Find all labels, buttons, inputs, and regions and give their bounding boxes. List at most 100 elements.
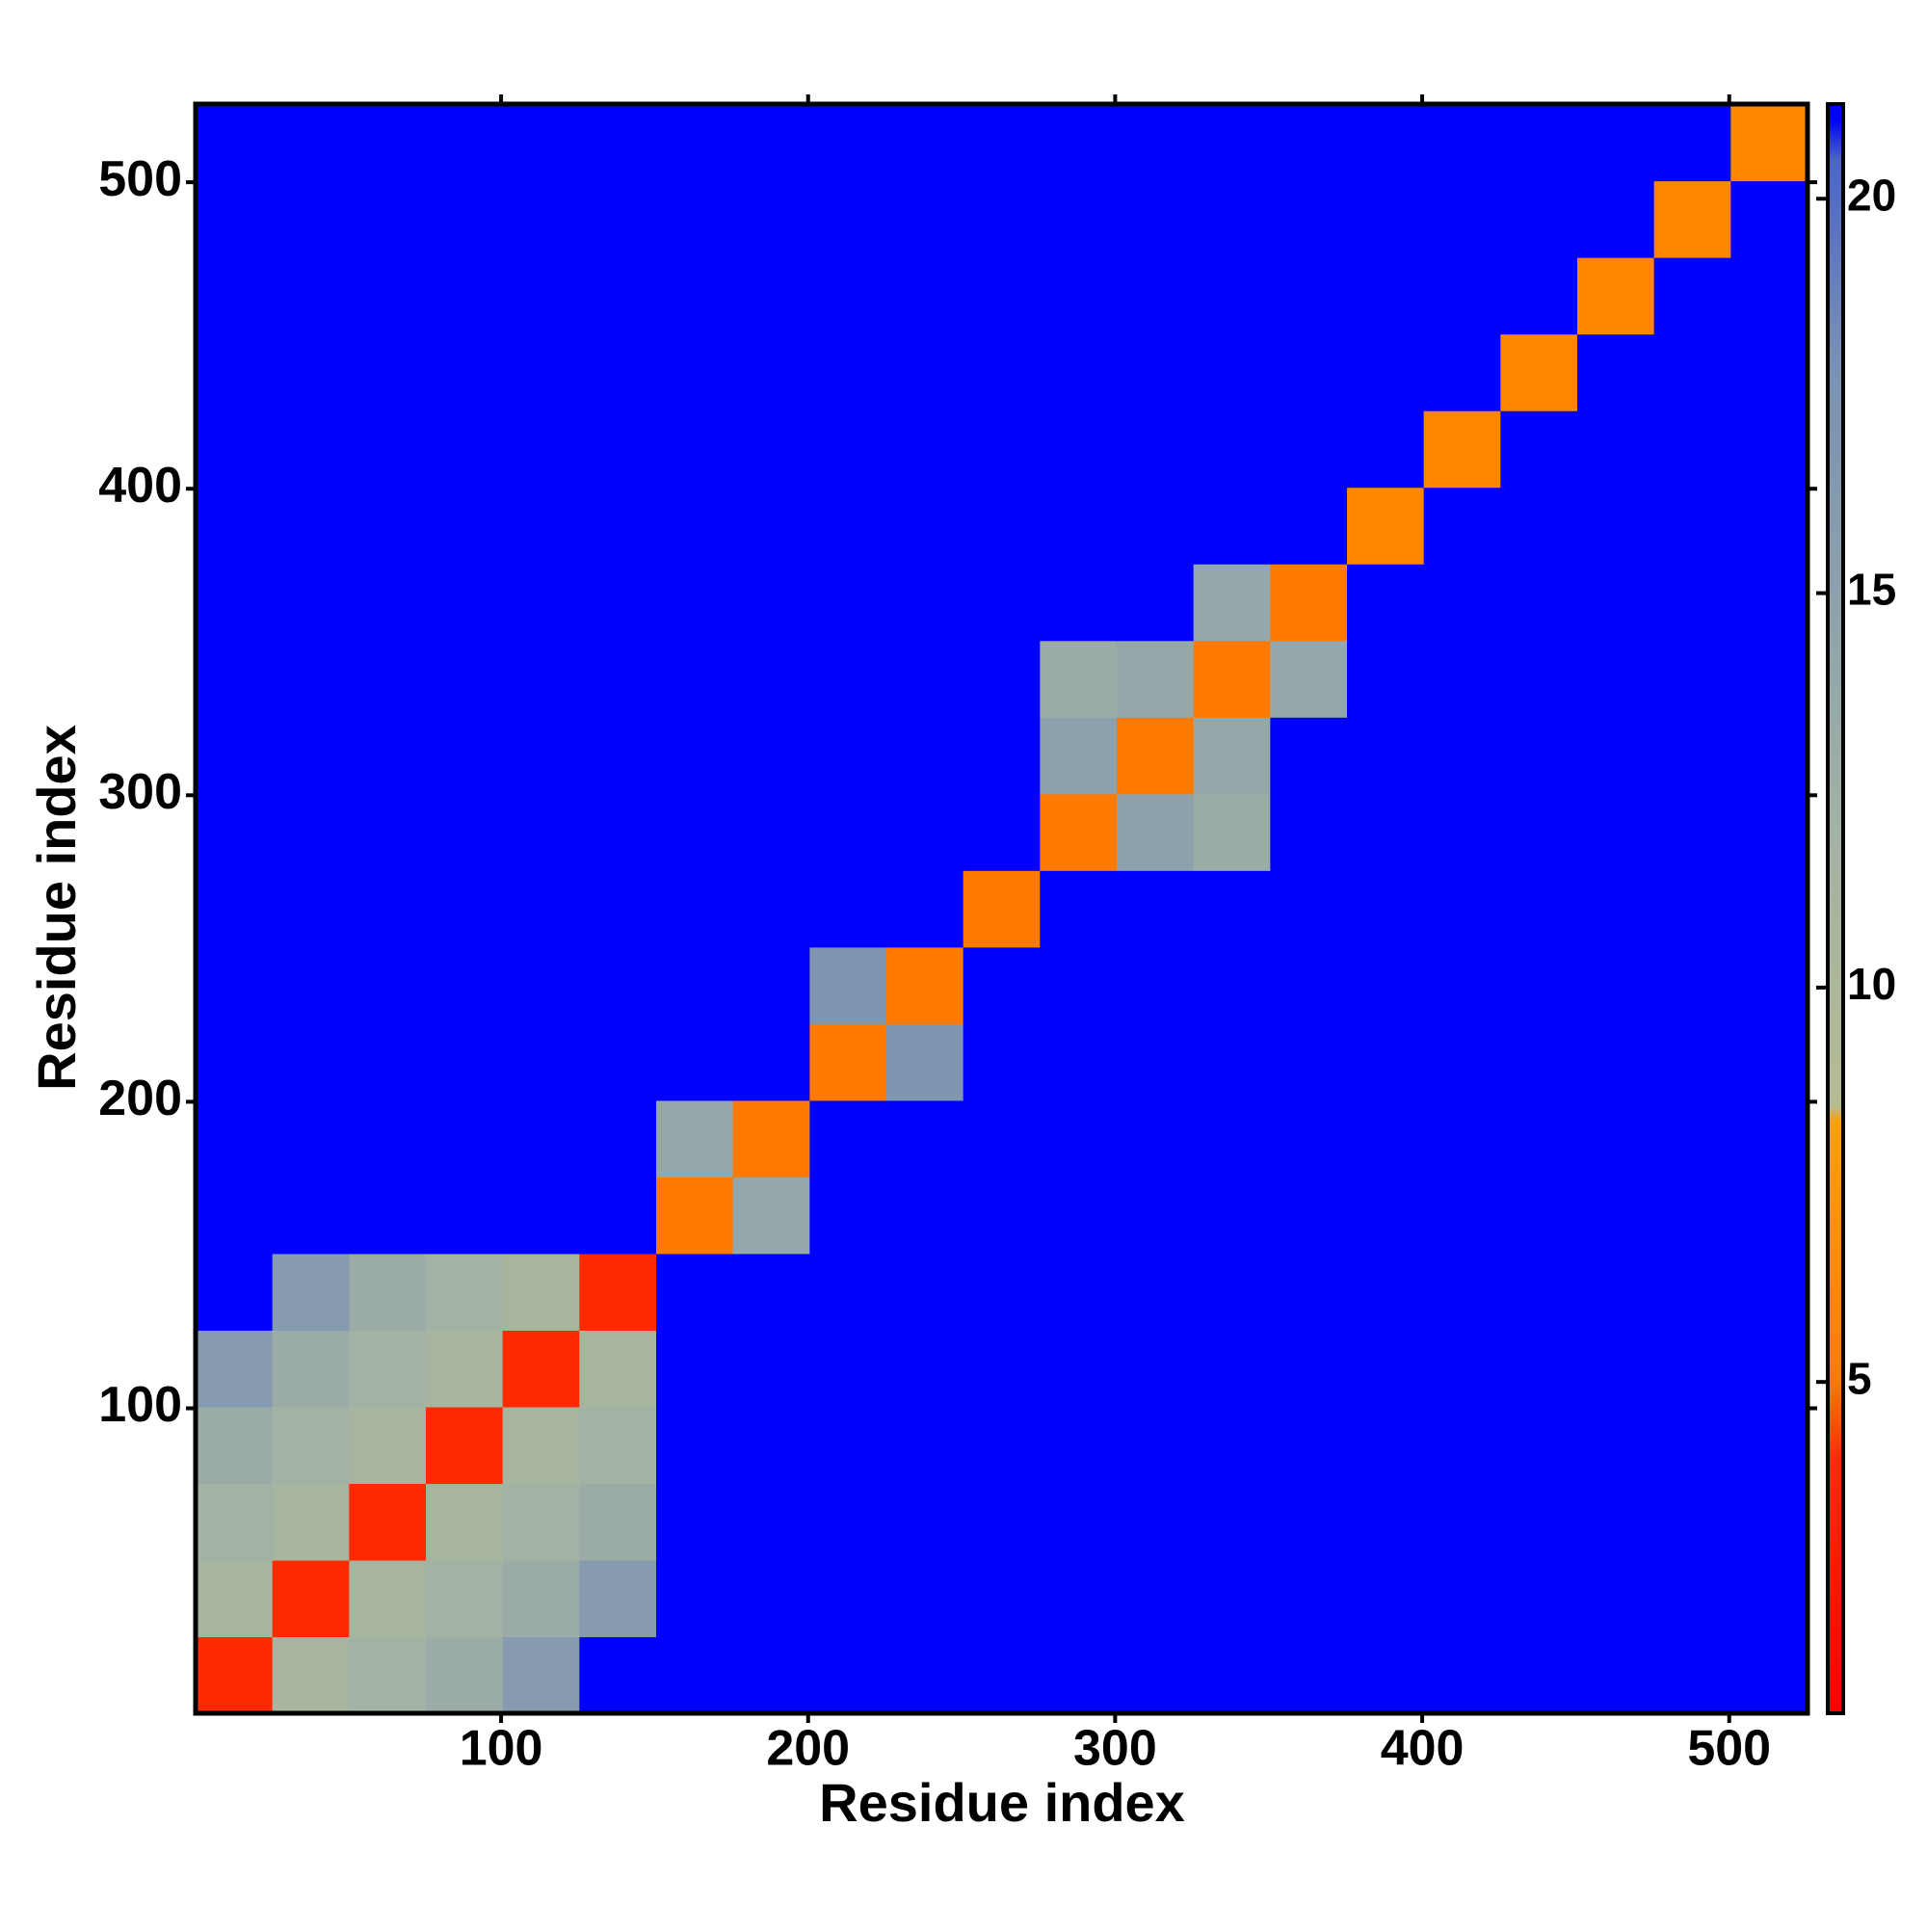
heatmap-cell	[1423, 640, 1501, 718]
heatmap-cell	[579, 1330, 657, 1408]
heatmap-cell	[1040, 793, 1118, 871]
heatmap-cell	[963, 564, 1041, 642]
heatmap-cell	[1653, 870, 1731, 948]
heatmap-cell	[272, 487, 350, 565]
heatmap-cell	[1653, 564, 1731, 642]
heatmap-cell	[1270, 257, 1348, 335]
heatmap-cell	[1653, 180, 1731, 258]
heatmap-cell	[1577, 1636, 1655, 1714]
heatmap-cell	[1577, 257, 1655, 335]
heatmap-cell	[1423, 1636, 1501, 1714]
heatmap-cell	[272, 793, 350, 871]
heatmap-cell	[732, 333, 810, 411]
heatmap-cell	[1117, 1559, 1195, 1638]
heatmap-cell	[886, 257, 964, 335]
colorbar-tick-label: 20	[1847, 170, 1896, 220]
heatmap-cell	[272, 1483, 350, 1561]
heatmap-cell	[809, 1253, 887, 1331]
heatmap-cell	[272, 1636, 350, 1714]
x-tick-label: 200	[766, 1721, 850, 1777]
heatmap-cell	[426, 1483, 504, 1561]
heatmap-cell	[579, 870, 657, 948]
heatmap-cell	[1577, 1559, 1655, 1638]
heatmap-cell	[426, 564, 504, 642]
heatmap-cell	[1040, 1253, 1118, 1331]
heatmap-cell	[502, 1253, 580, 1331]
heatmap-cell	[1193, 1636, 1271, 1714]
heatmap-cell	[1653, 333, 1731, 411]
heatmap-cell	[1270, 1099, 1348, 1178]
heatmap-cell	[1040, 1636, 1118, 1714]
heatmap-cell	[502, 1023, 580, 1101]
heatmap-cell	[809, 870, 887, 948]
heatmap-cell	[579, 1406, 657, 1485]
heatmap-cell	[732, 1330, 810, 1408]
heatmap-cell	[1347, 1099, 1425, 1178]
heatmap-cell	[963, 793, 1041, 871]
heatmap-cell	[963, 487, 1041, 565]
heatmap-cell	[1193, 1177, 1271, 1255]
heatmap-cell	[732, 257, 810, 335]
heatmap-cell	[1500, 717, 1578, 795]
heatmap-cell	[272, 333, 350, 411]
heatmap-cell	[1577, 1023, 1655, 1101]
heatmap-cell	[579, 564, 657, 642]
heatmap-cell	[1500, 564, 1578, 642]
heatmap-cell	[732, 717, 810, 795]
heatmap-cell	[579, 946, 657, 1024]
heatmap-cell	[809, 257, 887, 335]
heatmap-cell	[886, 946, 964, 1024]
heatmap-cell	[1040, 1177, 1118, 1255]
y-tick-label: 500	[98, 151, 182, 207]
heatmap-cell	[963, 257, 1041, 335]
heatmap-cell	[1730, 793, 1808, 871]
heatmap-cell	[349, 257, 427, 335]
heatmap-cell	[1423, 104, 1501, 182]
heatmap-cell	[1117, 1253, 1195, 1331]
heatmap-cell	[502, 870, 580, 948]
heatmap-cell	[732, 410, 810, 489]
heatmap-cell	[656, 1406, 734, 1485]
x-axis-label: Residue index	[819, 1772, 1185, 1833]
heatmap-cell	[196, 1406, 274, 1485]
heatmap-cell	[1577, 410, 1655, 489]
heatmap-cell	[1117, 487, 1195, 565]
heatmap-cell	[1040, 870, 1118, 948]
heatmap-cell	[1040, 104, 1118, 182]
heatmap-cell	[349, 180, 427, 258]
heatmap-cell	[426, 1559, 504, 1638]
heatmap-cell	[1270, 1177, 1348, 1255]
heatmap-cell	[1193, 180, 1271, 258]
heatmap-cell	[272, 1177, 350, 1255]
heatmap-cell	[1347, 487, 1425, 565]
heatmap-cell	[886, 104, 964, 182]
heatmap-cell	[1423, 1253, 1501, 1331]
heatmap-cell	[1347, 870, 1425, 948]
heatmap-cell	[426, 487, 504, 565]
heatmap-cell	[1193, 257, 1271, 335]
heatmap-cell	[656, 257, 734, 335]
heatmap-cell	[1117, 793, 1195, 871]
heatmap-cell	[1577, 104, 1655, 182]
heatmap-cell	[809, 487, 887, 565]
heatmap-cell	[732, 1099, 810, 1178]
heatmap-cell	[1577, 180, 1655, 258]
heatmap-cell	[1040, 1483, 1118, 1561]
heatmap-cell	[656, 717, 734, 795]
heatmap-cell	[502, 1177, 580, 1255]
heatmap-cell	[1117, 870, 1195, 948]
heatmap-cell	[732, 1177, 810, 1255]
heatmap-cell	[196, 180, 274, 258]
heatmap-cell	[1730, 180, 1808, 258]
heatmap-cell	[1270, 1253, 1348, 1331]
heatmap-cell	[809, 640, 887, 718]
heatmap-cell	[1347, 1636, 1425, 1714]
heatmap-cell	[656, 104, 734, 182]
heatmap-cell	[426, 1253, 504, 1331]
heatmap-cell	[963, 1636, 1041, 1714]
heatmap-cell	[1347, 180, 1425, 258]
heatmap-cell	[1270, 104, 1348, 182]
heatmap-cell	[1270, 1023, 1348, 1101]
heatmap-cell	[579, 257, 657, 335]
heatmap-cell	[1117, 1406, 1195, 1485]
